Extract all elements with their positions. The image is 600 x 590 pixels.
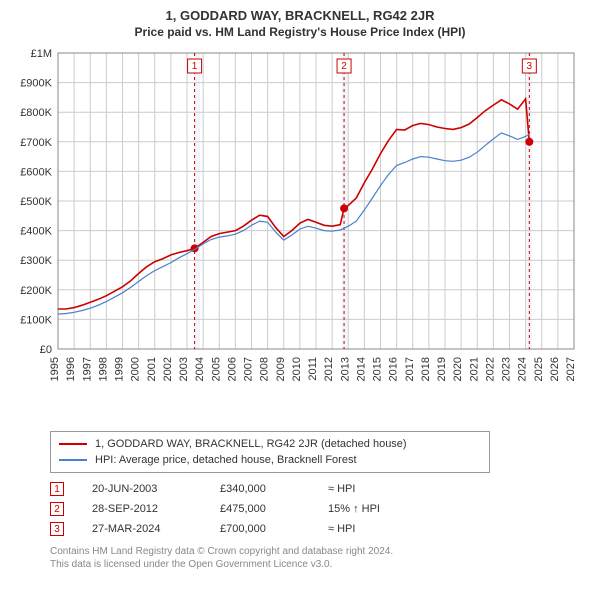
svg-text:2004: 2004 xyxy=(194,357,206,381)
chart-container: 1, GODDARD WAY, BRACKNELL, RG42 2JR Pric… xyxy=(0,0,600,590)
transaction-marker: 1 xyxy=(50,482,64,496)
svg-text:2020: 2020 xyxy=(452,357,464,381)
svg-text:2009: 2009 xyxy=(275,357,287,381)
svg-text:2023: 2023 xyxy=(501,357,513,381)
svg-text:2003: 2003 xyxy=(178,357,190,381)
transactions-table: 1 20-JUN-2003 £340,000 ≈ HPI 2 28-SEP-20… xyxy=(50,479,588,539)
svg-text:2006: 2006 xyxy=(226,357,238,381)
svg-text:£100K: £100K xyxy=(20,314,52,326)
svg-text:3: 3 xyxy=(527,61,533,72)
legend: 1, GODDARD WAY, BRACKNELL, RG42 2JR (det… xyxy=(50,431,490,473)
svg-text:1997: 1997 xyxy=(81,357,93,381)
svg-text:2001: 2001 xyxy=(146,357,158,381)
transaction-marker: 2 xyxy=(50,502,64,516)
svg-text:2007: 2007 xyxy=(243,357,255,381)
svg-text:2012: 2012 xyxy=(323,357,335,381)
svg-text:2010: 2010 xyxy=(291,357,303,381)
svg-text:2013: 2013 xyxy=(339,357,351,381)
svg-text:£0: £0 xyxy=(40,344,52,356)
svg-text:1: 1 xyxy=(192,61,198,72)
svg-text:2021: 2021 xyxy=(468,357,480,381)
svg-text:1996: 1996 xyxy=(65,357,77,381)
svg-text:2008: 2008 xyxy=(259,357,271,381)
svg-text:£1M: £1M xyxy=(31,48,52,60)
svg-text:2027: 2027 xyxy=(565,357,577,381)
svg-text:2017: 2017 xyxy=(404,357,416,381)
svg-text:1998: 1998 xyxy=(97,357,109,381)
transaction-relative: 15% ↑ HPI xyxy=(328,503,418,515)
svg-text:2011: 2011 xyxy=(307,357,319,381)
transaction-date: 27-MAR-2024 xyxy=(92,523,192,535)
attribution-line: This data is licensed under the Open Gov… xyxy=(50,558,588,571)
table-row: 2 28-SEP-2012 £475,000 15% ↑ HPI xyxy=(50,499,588,519)
svg-text:2015: 2015 xyxy=(372,357,384,381)
transaction-marker: 3 xyxy=(50,522,64,536)
chart-subtitle: Price paid vs. HM Land Registry's House … xyxy=(12,25,588,39)
transaction-relative: ≈ HPI xyxy=(328,483,418,495)
svg-text:2026: 2026 xyxy=(549,357,561,381)
transaction-relative: ≈ HPI xyxy=(328,523,418,535)
legend-swatch xyxy=(59,459,87,461)
svg-text:2: 2 xyxy=(341,61,347,72)
svg-text:£700K: £700K xyxy=(20,137,52,149)
svg-text:£600K: £600K xyxy=(20,166,52,178)
svg-text:£500K: £500K xyxy=(20,196,52,208)
svg-text:2005: 2005 xyxy=(210,357,222,381)
svg-text:£300K: £300K xyxy=(20,255,52,267)
transaction-price: £475,000 xyxy=(220,503,300,515)
svg-text:2018: 2018 xyxy=(420,357,432,381)
svg-text:2014: 2014 xyxy=(355,357,367,381)
svg-text:2025: 2025 xyxy=(533,357,545,381)
transaction-price: £700,000 xyxy=(220,523,300,535)
svg-text:1999: 1999 xyxy=(114,357,126,381)
chart-title: 1, GODDARD WAY, BRACKNELL, RG42 2JR xyxy=(12,8,588,23)
table-row: 3 27-MAR-2024 £700,000 ≈ HPI xyxy=(50,519,588,539)
chart-svg: £0 £100K £200K £300K £400K £500K £600K £700K £80… xyxy=(12,45,588,425)
svg-text:2022: 2022 xyxy=(484,357,496,381)
legend-swatch xyxy=(59,443,87,445)
table-row: 1 20-JUN-2003 £340,000 ≈ HPI xyxy=(50,479,588,499)
svg-text:£200K: £200K xyxy=(20,285,52,297)
transaction-date: 20-JUN-2003 xyxy=(92,483,192,495)
transaction-date: 28-SEP-2012 xyxy=(92,503,192,515)
svg-text:2019: 2019 xyxy=(436,357,448,381)
svg-text:2002: 2002 xyxy=(162,357,174,381)
svg-text:2000: 2000 xyxy=(130,357,142,381)
svg-text:2024: 2024 xyxy=(517,357,529,381)
legend-label: HPI: Average price, detached house, Brac… xyxy=(95,452,357,468)
chart-plot-area: £0 £100K £200K £300K £400K £500K £600K £700K £80… xyxy=(12,45,588,425)
svg-text:1995: 1995 xyxy=(49,357,61,381)
svg-text:£900K: £900K xyxy=(20,78,52,90)
attribution: Contains HM Land Registry data © Crown c… xyxy=(50,545,588,571)
legend-item: 1, GODDARD WAY, BRACKNELL, RG42 2JR (det… xyxy=(59,436,481,452)
attribution-line: Contains HM Land Registry data © Crown c… xyxy=(50,545,588,558)
transaction-price: £340,000 xyxy=(220,483,300,495)
svg-text:£400K: £400K xyxy=(20,226,52,238)
svg-text:£800K: £800K xyxy=(20,107,52,119)
svg-text:2016: 2016 xyxy=(388,357,400,381)
legend-label: 1, GODDARD WAY, BRACKNELL, RG42 2JR (det… xyxy=(95,436,407,452)
legend-item: HPI: Average price, detached house, Brac… xyxy=(59,452,481,468)
